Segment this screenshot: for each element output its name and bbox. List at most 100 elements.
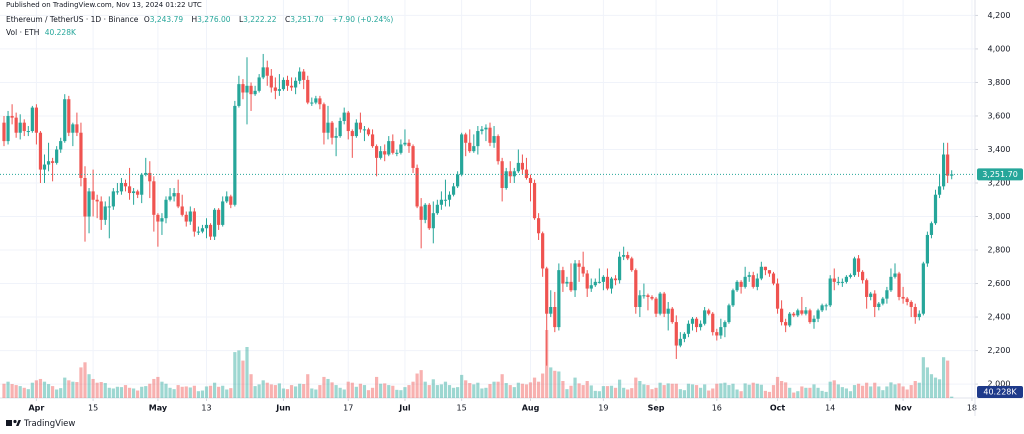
volume-legend: Vol · ETH 40.228K — [6, 28, 79, 37]
volume-bar — [415, 373, 419, 398]
candle-body — [605, 276, 610, 289]
x-tick-label: Aug — [522, 404, 540, 413]
volume-bar — [358, 383, 362, 398]
candle-body — [6, 115, 10, 142]
candle-body — [99, 201, 103, 220]
last-volume-badge — [977, 386, 1023, 398]
candle-body — [132, 191, 136, 194]
volume-bar — [694, 385, 699, 398]
volume-bar — [241, 360, 245, 398]
candle-body — [281, 79, 286, 90]
volume-bar — [399, 390, 403, 398]
candle-body — [723, 322, 727, 328]
candle-body — [391, 141, 395, 153]
volume-bar — [488, 384, 492, 398]
candle-body — [921, 263, 925, 314]
volume-bar — [245, 347, 249, 398]
candle-body — [796, 310, 800, 316]
candle-body — [456, 174, 460, 187]
volume-bar — [407, 385, 411, 398]
volume-bar — [946, 360, 950, 398]
volume-bar — [715, 383, 719, 398]
candle-body — [46, 161, 51, 165]
volume-bar — [775, 376, 780, 398]
volume-bar — [759, 384, 763, 398]
volume-bar — [192, 385, 196, 398]
volume-bar — [788, 387, 792, 398]
x-tick-label: Nov — [894, 404, 912, 413]
volume-bar — [362, 385, 367, 398]
volume-bar — [747, 384, 751, 398]
candle-body — [399, 144, 403, 153]
volume-bar — [2, 383, 6, 398]
candle-body — [192, 211, 196, 232]
volume-bar — [204, 386, 209, 398]
candle-body — [488, 127, 492, 143]
volume-bar — [71, 381, 75, 398]
volume-bar — [447, 385, 452, 398]
candle-body — [573, 263, 577, 291]
candle-body — [30, 107, 34, 132]
candle-body — [634, 270, 638, 308]
volume-bar — [751, 382, 755, 398]
volume-bar — [537, 381, 541, 398]
volume-bar — [496, 381, 500, 398]
candle-body — [277, 89, 281, 91]
volume-value: 40.228K — [44, 28, 76, 37]
volume-bar — [942, 357, 946, 398]
candle-body — [865, 280, 869, 297]
y-tick-label: 4,200 — [988, 11, 1011, 20]
candle-body — [913, 307, 917, 318]
volume-bar — [743, 383, 747, 398]
candle-body — [200, 228, 205, 232]
volume-bar — [719, 383, 723, 398]
volume-bar — [800, 386, 804, 398]
x-tick-label: Jun — [275, 404, 291, 413]
candle-body — [427, 204, 431, 229]
candle-body — [302, 71, 306, 80]
candle-body — [289, 85, 294, 88]
y-tick-label: 3,800 — [988, 78, 1011, 87]
candle-body — [245, 85, 249, 93]
candle-body — [79, 132, 83, 178]
candle-body — [184, 214, 188, 222]
volume-bar — [905, 389, 909, 398]
candle-body — [338, 120, 342, 137]
candle-body — [95, 199, 99, 202]
candle-body — [820, 305, 824, 311]
candle-body — [763, 266, 767, 271]
candle-body — [314, 98, 318, 103]
candle-body — [784, 322, 788, 326]
candle-body — [654, 298, 658, 314]
volume-bar — [375, 376, 379, 398]
candle-body — [51, 161, 55, 163]
candle-body — [496, 136, 500, 162]
volume-bar — [658, 382, 662, 398]
volume-bar — [354, 386, 358, 398]
candle-body — [901, 296, 905, 299]
volume-bar — [913, 381, 917, 398]
candle-body — [885, 290, 889, 299]
ohlc-key: O — [143, 15, 150, 24]
candle-body — [622, 255, 626, 257]
candle-body — [127, 186, 132, 194]
volume-bar — [897, 383, 901, 398]
candle-body — [893, 273, 897, 277]
candle-body — [520, 162, 524, 170]
candle-body — [707, 310, 711, 314]
volume-bar — [780, 381, 784, 398]
volume-bar — [921, 357, 925, 398]
volume-bar — [55, 389, 59, 398]
candle-body — [557, 270, 561, 328]
candle-body — [589, 285, 593, 289]
volume-bar — [792, 392, 796, 398]
candle-body — [334, 136, 338, 138]
candle-body — [354, 122, 358, 137]
candle-body — [103, 206, 107, 220]
ohlc-item: O3,243.79 — [144, 15, 186, 24]
candle-body — [87, 191, 91, 217]
candle-body — [917, 313, 921, 318]
volume-bar — [472, 384, 476, 398]
y-tick-label: 2,200 — [988, 346, 1011, 355]
